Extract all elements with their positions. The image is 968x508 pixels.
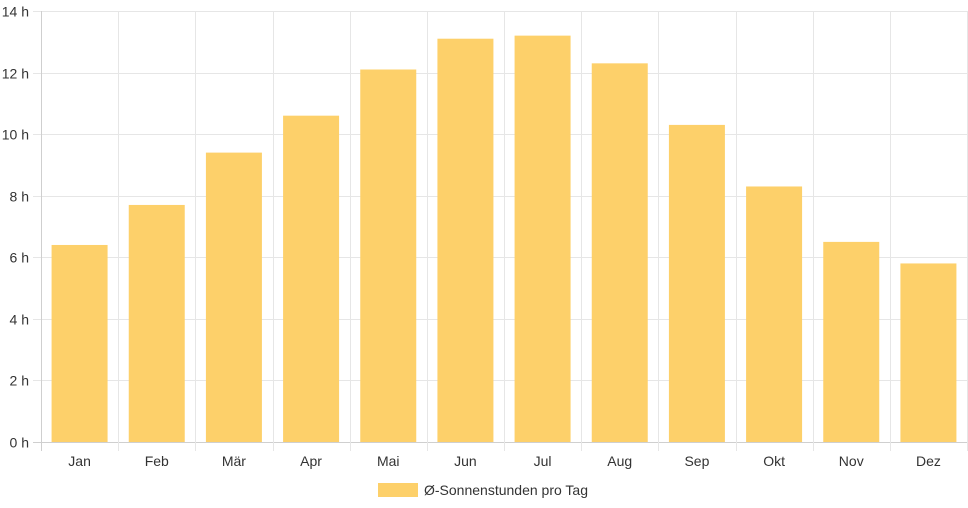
y-axis-ticks: 0 h 2 h 4 h 6 h 8 h 10 h 12 h 14 h bbox=[2, 4, 29, 451]
x-tick-label: Jul bbox=[534, 453, 552, 469]
bar[interactable] bbox=[823, 241, 880, 442]
bar[interactable] bbox=[128, 204, 185, 442]
x-tick-label: Aug bbox=[607, 453, 632, 469]
bar[interactable] bbox=[591, 63, 648, 442]
x-tick-label: Nov bbox=[839, 453, 864, 469]
bar[interactable] bbox=[360, 69, 417, 442]
x-tick-label: Mai bbox=[377, 453, 400, 469]
x-tick-label: Dez bbox=[916, 453, 941, 469]
y-tick-label: 0 h bbox=[10, 435, 29, 451]
legend-label: Ø-Sonnenstunden pro Tag bbox=[424, 482, 588, 498]
bar-series bbox=[51, 35, 957, 443]
x-tick-label: Sep bbox=[684, 453, 709, 469]
y-tick-label: 6 h bbox=[10, 250, 29, 266]
bar[interactable] bbox=[51, 244, 108, 442]
x-axis-ticks: Jan Feb Mär Apr Mai Jun Jul Aug Sep Okt Nov Dez bbox=[68, 453, 941, 469]
x-tick-label: Feb bbox=[145, 453, 169, 469]
y-tick-label: 12 h bbox=[2, 66, 29, 82]
bar[interactable] bbox=[437, 38, 494, 442]
bar[interactable] bbox=[900, 263, 957, 442]
bar[interactable] bbox=[205, 152, 262, 442]
bar[interactable] bbox=[668, 124, 725, 443]
y-tick-label: 2 h bbox=[10, 373, 29, 389]
x-tick-label: Okt bbox=[763, 453, 785, 469]
x-tick-label: Apr bbox=[300, 453, 322, 469]
x-tick-label: Mär bbox=[222, 453, 246, 469]
bar[interactable] bbox=[746, 186, 803, 442]
x-tick-label: Jun bbox=[454, 453, 477, 469]
y-tick-label: 8 h bbox=[10, 189, 29, 205]
bar[interactable] bbox=[283, 115, 340, 443]
y-tick-label: 10 h bbox=[2, 127, 29, 143]
legend[interactable]: Ø-Sonnenstunden pro Tag bbox=[378, 482, 588, 498]
grid-lines bbox=[33, 11, 968, 451]
x-tick-label: Jan bbox=[68, 453, 91, 469]
bar[interactable] bbox=[514, 35, 571, 442]
legend-swatch bbox=[378, 483, 418, 497]
y-tick-label: 14 h bbox=[2, 4, 29, 20]
y-tick-label: 4 h bbox=[10, 312, 29, 328]
